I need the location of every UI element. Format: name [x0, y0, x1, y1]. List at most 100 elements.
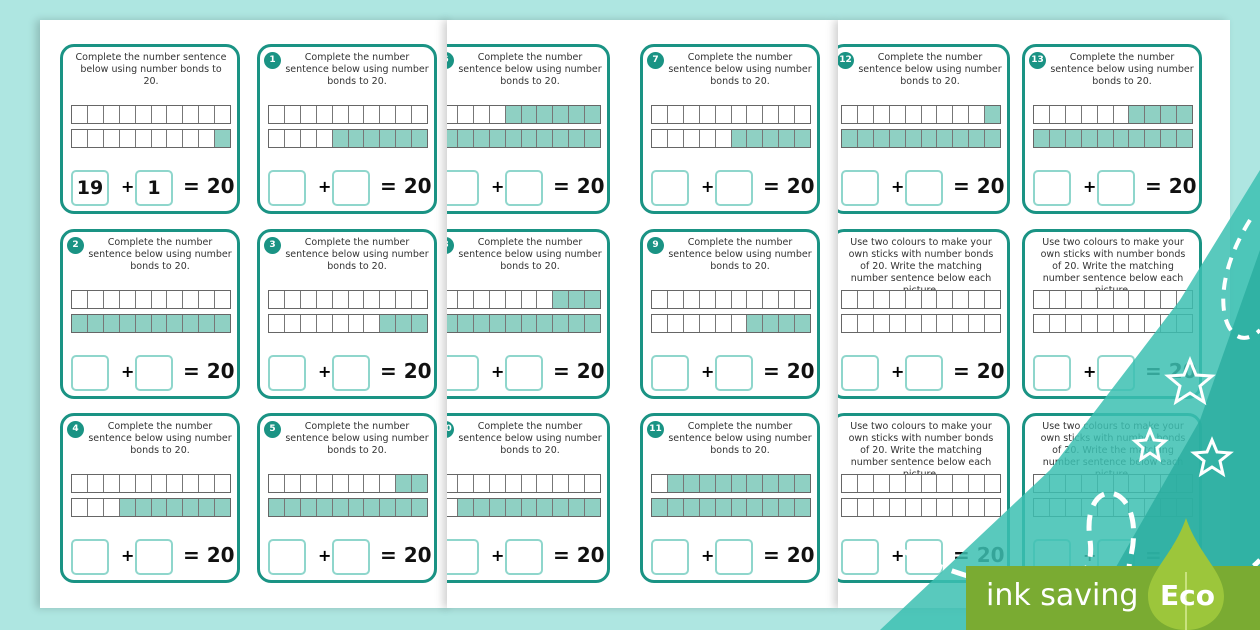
shaded-cell [167, 499, 184, 516]
number-bond-card: 4 Complete the number sentence below usin… [60, 413, 240, 583]
empty-cell [135, 106, 152, 123]
shaded-cell [921, 130, 938, 147]
answer-box-second[interactable] [1097, 170, 1135, 206]
answer-box-second[interactable] [905, 355, 943, 391]
empty-cell [985, 475, 1001, 492]
answer-box-second[interactable] [332, 170, 370, 206]
empty-cell [699, 291, 716, 308]
empty-cell [1065, 315, 1082, 332]
answer-box-first[interactable] [841, 355, 879, 391]
number-bond-card: 8Complete the number sentence below usin… [447, 229, 610, 399]
shaded-cell [569, 499, 586, 516]
shaded-cell [1177, 106, 1193, 123]
answer-box-second[interactable] [135, 355, 173, 391]
card-number-badge: 4 [67, 421, 84, 438]
answer-box-second[interactable] [715, 355, 753, 391]
shaded-cell [715, 475, 732, 492]
answer-box-first[interactable] [651, 170, 689, 206]
shaded-cell [521, 106, 538, 123]
empty-cell [269, 106, 285, 123]
answer-box-second[interactable] [135, 539, 173, 575]
empty-cell [167, 106, 184, 123]
shaded-cell [985, 106, 1001, 123]
empty-cell [316, 475, 333, 492]
empty-cell [135, 475, 152, 492]
answer-box-first[interactable] [841, 539, 879, 575]
shaded-cell [1113, 130, 1130, 147]
answer-box-second[interactable] [905, 539, 943, 575]
answer-box-second[interactable] [332, 539, 370, 575]
shaded-cell [905, 130, 922, 147]
shaded-cell [505, 499, 522, 516]
answer-box-second[interactable] [332, 355, 370, 391]
shaded-cell [585, 106, 601, 123]
shaded-cell [167, 315, 184, 332]
answer-box-second[interactable]: 1 [135, 170, 173, 206]
card-instruction: Complete the number sentence below using… [668, 421, 812, 456]
shaded-cell [553, 291, 570, 308]
shaded-cell [747, 499, 764, 516]
answer-box-first[interactable] [268, 539, 306, 575]
answer-box-first[interactable] [268, 355, 306, 391]
answer-box-first[interactable] [651, 539, 689, 575]
empty-cell [667, 106, 684, 123]
ten-frame-stick [651, 474, 811, 493]
card-instruction: Complete the number sentence below using… [285, 237, 429, 272]
answer-box-second[interactable] [505, 539, 543, 575]
shaded-cell [348, 499, 365, 516]
empty-cell [412, 291, 428, 308]
shaded-cell [842, 130, 858, 147]
empty-cell [167, 130, 184, 147]
shaded-cell [447, 315, 458, 332]
answer-box-first[interactable] [71, 355, 109, 391]
card-instruction: Complete the number sentence below using… [668, 237, 812, 272]
empty-cell [364, 291, 381, 308]
answer-box-second[interactable] [505, 170, 543, 206]
shaded-cell [199, 315, 216, 332]
empty-cell [473, 475, 490, 492]
empty-cell [348, 315, 365, 332]
answer-box-second[interactable] [505, 355, 543, 391]
shaded-cell [683, 499, 700, 516]
answer-box-first[interactable] [447, 539, 479, 575]
shaded-cell [1049, 130, 1066, 147]
shaded-cell [569, 106, 586, 123]
empty-cell [937, 106, 954, 123]
answer-box-second[interactable] [715, 170, 753, 206]
empty-cell [1049, 315, 1066, 332]
empty-cell [87, 130, 104, 147]
empty-cell [763, 106, 780, 123]
answer-box-first[interactable]: 19 [71, 170, 109, 206]
answer-box-first[interactable] [651, 355, 689, 391]
shaded-cell [537, 106, 554, 123]
plus-sign: + [701, 177, 715, 196]
empty-cell [199, 130, 216, 147]
empty-cell [364, 106, 381, 123]
empty-cell [842, 475, 858, 492]
answer-box-first[interactable] [1033, 355, 1071, 391]
empty-cell [873, 106, 890, 123]
empty-cell [953, 315, 970, 332]
empty-cell [284, 291, 301, 308]
answer-box-first[interactable] [268, 170, 306, 206]
shaded-cell [457, 499, 474, 516]
shaded-cell [396, 130, 413, 147]
answer-box-second[interactable] [905, 170, 943, 206]
answer-box-first[interactable] [71, 539, 109, 575]
card-number-badge: 5 [264, 421, 281, 438]
empty-cell [1081, 106, 1098, 123]
empty-cell [889, 315, 906, 332]
answer-box-first[interactable] [841, 170, 879, 206]
empty-cell [1034, 106, 1050, 123]
answer-box-first[interactable] [447, 170, 479, 206]
card-number-badge: 10 [447, 421, 454, 438]
empty-cell [699, 315, 716, 332]
shaded-cell [412, 499, 428, 516]
answer-box-first[interactable] [447, 355, 479, 391]
equals-total: = 20 [380, 359, 432, 383]
answer-box-second[interactable] [715, 539, 753, 575]
ten-frame-stick [841, 105, 1001, 124]
empty-cell [332, 106, 349, 123]
answer-box-first[interactable] [1033, 170, 1071, 206]
ten-frame-stick [1033, 314, 1193, 333]
